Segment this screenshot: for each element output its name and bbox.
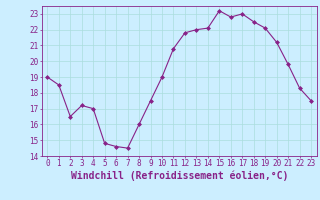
X-axis label: Windchill (Refroidissement éolien,°C): Windchill (Refroidissement éolien,°C) bbox=[70, 171, 288, 181]
